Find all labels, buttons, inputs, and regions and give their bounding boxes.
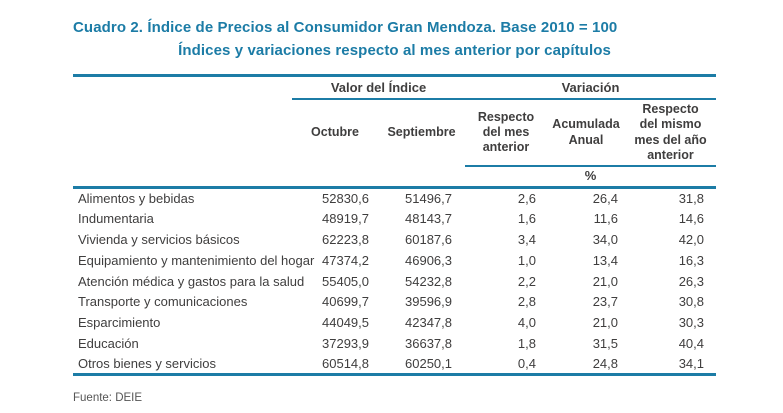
- octubre-value: 40699,7: [322, 294, 369, 310]
- septiembre-value: 51496,7: [405, 191, 452, 207]
- group-header-row: Valor del Índice Variación: [73, 75, 717, 100]
- column-header-respecto-anio-anterior-label: Respecto del mismo mes del año anterior: [634, 102, 707, 162]
- acumulada-anual-value: 21,0: [592, 315, 618, 331]
- septiembre-value: 60187,6: [405, 231, 452, 247]
- category-cell: Atención médica y gastos para la salud: [78, 273, 305, 289]
- octubre-value: 60514,8: [322, 356, 369, 372]
- octubre-value: 48919,7: [322, 211, 369, 227]
- anio-anterior-value: 31,8: [678, 191, 705, 207]
- acumulada-anual-value: 11,6: [593, 211, 618, 227]
- mes-anterior-value: 1,0: [517, 252, 536, 268]
- mes-anterior-value: 1,8: [517, 335, 536, 351]
- unit-row-empty-cell: [73, 166, 465, 189]
- mes-anterior-value: 2,2: [517, 273, 536, 289]
- column-header-respecto-mes-anterior-label: Respecto del mes anterior: [477, 109, 535, 155]
- category-cell: Vivienda y servicios básicos: [78, 231, 240, 247]
- mes-anterior-value: 2,6: [517, 191, 536, 207]
- anio-anterior-value: 14,6: [678, 211, 705, 227]
- category-cell: Esparcimiento: [78, 315, 161, 331]
- anio-anterior-value: 40,4: [678, 335, 705, 351]
- acumulada-anual-value: 13,4: [592, 252, 618, 268]
- anio-anterior-value: 42,0: [678, 231, 705, 247]
- category-cell: Otros bienes y servicios: [78, 356, 216, 372]
- mes-anterior-value: 2,8: [517, 294, 536, 310]
- octubre-value: 47374,2: [322, 252, 369, 268]
- table-row: Transporte y comunicaciones 40699,7 3959…: [73, 291, 716, 312]
- title-line-1: Cuadro 2. Índice de Precios al Consumido…: [73, 19, 618, 36]
- table-row: Vivienda y servicios básicos 62223,8 601…: [73, 229, 716, 250]
- table-title: Cuadro 2. Índice de Precios al Consumido…: [73, 20, 716, 59]
- column-header-acumulada-anual: Acumulada Anual: [547, 99, 625, 167]
- septiembre-value: 60250,1: [405, 356, 452, 372]
- column-header-row: Octubre Septiembre Respecto del mes ante…: [73, 99, 717, 167]
- septiembre-value: 46906,3: [405, 252, 452, 268]
- septiembre-value: 39596,9: [405, 294, 452, 310]
- table-row: Otros bienes y servicios 60514,8 60250,1…: [73, 354, 716, 375]
- category-cell: Equipamiento y mantenimiento del hogar: [78, 252, 315, 268]
- table-row: Educación 37293,9 36637,8 1,8 31,5 40,4: [73, 333, 716, 354]
- anio-anterior-value: 30,3: [678, 315, 705, 331]
- acumulada-anual-value: 34,0: [592, 231, 618, 247]
- table-row: Atención médica y gastos para la salud 5…: [73, 271, 716, 292]
- octubre-value: 62223,8: [322, 231, 369, 247]
- column-header-respecto-anio-anterior: Respecto del mismo mes del año anterior: [625, 99, 717, 167]
- category-cell: Alimentos y bebidas: [78, 191, 195, 207]
- acumulada-anual-value: 31,5: [592, 335, 618, 351]
- group-header-valor-del-indice: Valor del Índice: [292, 75, 465, 100]
- mes-anterior-value: 4,0: [517, 315, 536, 331]
- cpi-table: Valor del Índice Variación Octubre Septi…: [73, 74, 717, 377]
- anio-anterior-value: 30,8: [678, 294, 705, 310]
- cpi-table-container: Valor del Índice Variación Octubre Septi…: [73, 74, 717, 377]
- mes-anterior-value: 1,6: [517, 211, 536, 227]
- table-row: Indumentaria 48919,7 48143,7 1,6 11,6 14…: [73, 208, 716, 229]
- mes-anterior-value: 3,4: [517, 231, 536, 247]
- title-line-2: Índices y variaciones respecto al mes an…: [178, 42, 611, 59]
- column-header-septiembre: Septiembre: [387, 125, 456, 140]
- acumulada-anual-value: 21,0: [592, 273, 618, 289]
- empty-corner-cell: [73, 76, 292, 100]
- octubre-value: 44049,5: [322, 315, 369, 331]
- table-row: Esparcimiento 44049,5 42347,8 4,0 21,0 3…: [73, 312, 716, 333]
- column-header-acumulada-anual-label: Acumulada Anual: [552, 117, 620, 147]
- column-header-octubre: Octubre: [311, 125, 359, 140]
- acumulada-anual-value: 24,8: [592, 356, 618, 372]
- octubre-value: 52830,6: [322, 191, 369, 207]
- anio-anterior-value: 26,3: [678, 273, 705, 289]
- octubre-value: 55405,0: [322, 273, 369, 289]
- source-note: Fuente: DEIE: [73, 392, 143, 404]
- anio-anterior-value: 34,1: [678, 356, 705, 372]
- category-cell: Educación: [78, 335, 139, 351]
- empty-category-header: [73, 99, 292, 166]
- acumulada-anual-value: 23,7: [592, 294, 618, 310]
- septiembre-value: 48143,7: [405, 211, 452, 227]
- table-row: Equipamiento y mantenimiento del hogar 4…: [73, 250, 716, 271]
- anio-anterior-value: 16,3: [678, 252, 705, 268]
- septiembre-value: 36637,8: [405, 335, 452, 351]
- unit-row: %: [73, 166, 717, 189]
- acumulada-anual-value: 26,4: [592, 191, 618, 207]
- mes-anterior-value: 0,4: [517, 356, 536, 372]
- septiembre-value: 54232,8: [405, 273, 452, 289]
- septiembre-value: 42347,8: [405, 315, 452, 331]
- octubre-value: 37293,9: [322, 335, 369, 351]
- table-row: Alimentos y bebidas 52830,6 51496,7 2,6 …: [73, 188, 716, 209]
- unit-percent-label: %: [465, 166, 717, 189]
- category-cell: Indumentaria: [78, 211, 154, 227]
- group-header-variacion: Variación: [465, 75, 717, 100]
- column-header-respecto-mes-anterior: Respecto del mes anterior: [465, 99, 547, 167]
- category-cell: Transporte y comunicaciones: [78, 294, 248, 310]
